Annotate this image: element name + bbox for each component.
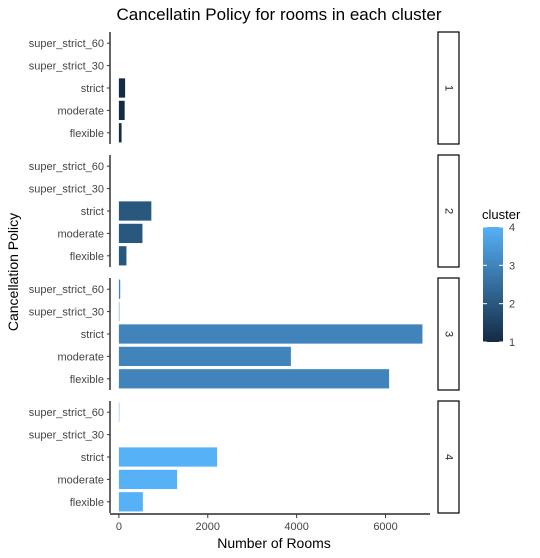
- facet-panel-1: flexible moderate strict super_strict_30 sup…: [29, 31, 460, 145]
- facet-strip-label: 1: [443, 85, 455, 91]
- y-tick-label: super_strict_30: [29, 430, 104, 442]
- bar-moderate-cluster-1: [118, 100, 125, 121]
- colorbar: [483, 227, 503, 342]
- bar-flexible-cluster-2: [118, 246, 127, 266]
- facet-panel-2: flexible moderate strict super_strict_30 sup…: [29, 154, 460, 268]
- y-tick-label: super_strict_60: [29, 38, 104, 50]
- y-tick-label: super_strict_30: [29, 184, 104, 196]
- facet-strip: [437, 31, 460, 145]
- y-tick-label: super_strict_60: [29, 407, 104, 419]
- bar-moderate-cluster-2: [118, 223, 143, 244]
- facet-strip-label: 4: [443, 454, 455, 460]
- legend: cluster 1 2 3 4: [482, 207, 521, 349]
- facet-panel-4: flexible moderate strict super_strict_30 sup…: [29, 400, 460, 514]
- facet-strip: [437, 400, 460, 514]
- y-tick-label: strict: [81, 452, 104, 464]
- y-tick-label: super_strict_30: [29, 61, 104, 73]
- bar-flexible-cluster-3: [118, 369, 390, 389]
- facet-strip-label: 3: [443, 331, 455, 337]
- x-tick-label: 2000: [196, 521, 220, 533]
- bar-flexible-cluster-1: [118, 123, 122, 143]
- x-axis-title: Number of Rooms: [217, 535, 331, 551]
- facet-strip: [437, 277, 460, 391]
- y-tick-label: super_strict_30: [29, 307, 104, 319]
- colorbar-tick-label: 1: [509, 337, 515, 349]
- y-tick-label: flexible: [70, 374, 104, 386]
- bar-strict-cluster-1: [118, 78, 126, 98]
- chart-title: Cancellatin Policy for rooms in each clu…: [116, 5, 441, 24]
- y-tick-label: strict: [81, 83, 104, 95]
- bar-super_strict_60-cluster-3: [118, 279, 121, 299]
- y-tick-label: flexible: [70, 128, 104, 140]
- legend-title: cluster: [482, 207, 521, 222]
- y-tick-label: moderate: [58, 105, 104, 117]
- y-tick-label: moderate: [58, 351, 104, 363]
- bar-moderate-cluster-4: [118, 469, 178, 490]
- x-tick-label: 6000: [373, 521, 397, 533]
- y-tick-label: super_strict_60: [29, 161, 104, 173]
- bar-strict-cluster-2: [118, 201, 152, 221]
- facet-panels: flexiblemoderatestrictsuper_strict_30sup…: [29, 31, 460, 514]
- bar-flexible-cluster-4: [118, 492, 143, 512]
- y-tick-label: super_strict_60: [29, 284, 104, 296]
- x-tick-label: 4000: [284, 521, 308, 533]
- y-tick-label: moderate: [58, 474, 104, 486]
- facet-strip: [437, 154, 460, 268]
- facet-panel-3: flexible moderate strict super_strict_30 sup…: [29, 277, 460, 391]
- y-tick-label: flexible: [70, 251, 104, 263]
- bar-moderate-cluster-3: [118, 346, 291, 367]
- colorbar-tick-label: 4: [509, 222, 515, 234]
- bar-strict-cluster-3: [118, 324, 423, 344]
- y-axis-title: Cancellation Policy: [5, 213, 21, 331]
- y-tick-label: strict: [81, 206, 104, 218]
- facet-strip-label: 2: [443, 208, 455, 214]
- colorbar-tick-label: 2: [509, 299, 515, 311]
- colorbar-tick-label: 3: [509, 260, 515, 272]
- x-axis: 0 2000 4000 6000: [110, 513, 430, 533]
- x-tick-label: 0: [116, 521, 122, 533]
- y-tick-label: moderate: [58, 228, 104, 240]
- y-tick-label: strict: [81, 329, 104, 341]
- bar-strict-cluster-4: [118, 447, 218, 467]
- y-tick-label: flexible: [70, 497, 104, 509]
